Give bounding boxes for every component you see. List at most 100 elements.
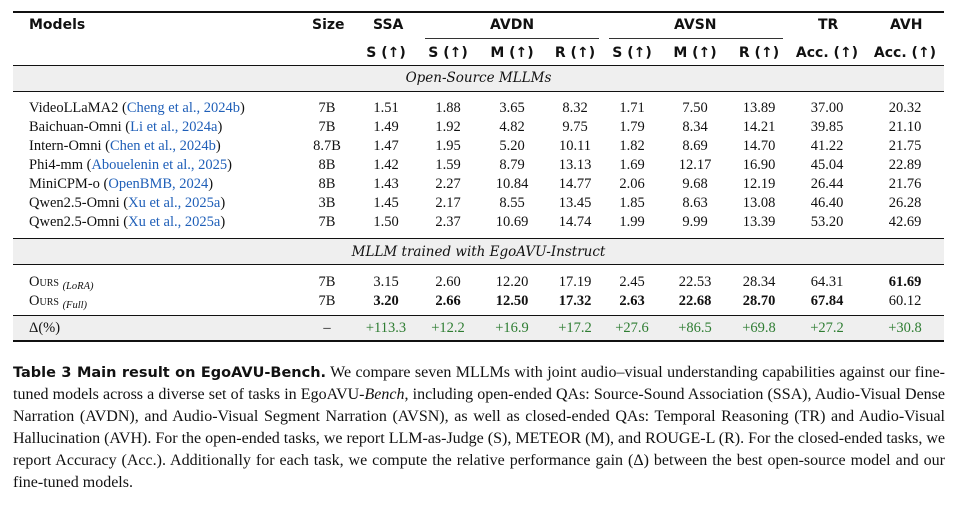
model-name-cell: VideoLLaMA2 (Cheng et al., 2024b)	[29, 100, 245, 116]
table-cell: 12.17	[678, 157, 712, 173]
delta-cell: +12.2	[431, 320, 465, 336]
delta-band	[13, 316, 944, 340]
model-name: MiniCPM-o	[29, 176, 100, 192]
table-cell: 26.28	[888, 195, 922, 211]
table-cell: 7.50	[682, 100, 708, 116]
table-cell: 2.63	[619, 293, 645, 309]
table-bottom-rule	[13, 340, 944, 342]
table-cell: 22.68	[678, 293, 712, 309]
model-size: 7B	[318, 214, 336, 230]
group-band-trained	[13, 239, 944, 264]
table-cell: 37.00	[810, 100, 844, 116]
model-name: VideoLLaMA2	[29, 100, 119, 116]
table-cell: 17.32	[558, 293, 592, 309]
table-cell: 1.85	[619, 195, 645, 211]
model-name: Qwen2.5-Omni	[29, 214, 120, 230]
caption-text-1: We compare seven MLLMs with joint audio–…	[13, 364, 945, 403]
delta-top-rule	[13, 315, 944, 316]
table-cell: 13.89	[742, 100, 776, 116]
table-cell: 21.75	[888, 138, 922, 154]
delta-cell: +17.2	[558, 320, 592, 336]
model-name: Qwen2.5-Omni	[29, 195, 120, 211]
table-cell: 2.60	[435, 274, 461, 290]
table-cell: 1.95	[435, 138, 461, 154]
table-cell: 1.99	[619, 214, 645, 230]
table-cell: 9.99	[682, 214, 708, 230]
delta-cell: +27.2	[810, 320, 844, 336]
table-cell: 1.47	[373, 138, 399, 154]
header-bottom-rule	[13, 65, 944, 66]
table-caption: Table 3 Main result on EgoAVU-Bench. We …	[13, 362, 945, 494]
citation-link[interactable]: Abouelenin et al., 2025	[91, 157, 228, 173]
model-name-cell: Baichuan-Omni (Li et al., 2024a)	[29, 119, 223, 135]
citation-link[interactable]: OpenBMB, 2024	[108, 176, 209, 192]
col-models-header: Models	[29, 17, 86, 33]
table-cell: 13.08	[742, 195, 776, 211]
table-cell: 46.40	[810, 195, 844, 211]
table-cell: 1.50	[373, 214, 399, 230]
table-cell: 8.34	[682, 119, 708, 135]
group-title-trained: MLLM trained with EgoAVU-Instruct	[351, 244, 606, 260]
citation-link[interactable]: Xu et al., 2025a	[128, 214, 221, 230]
table-cell: 2.45	[619, 274, 645, 290]
table-cell: 13.13	[558, 157, 592, 173]
delta-cell: +86.5	[678, 320, 712, 336]
table-cell: 9.75	[562, 119, 588, 135]
table-cell: 16.90	[742, 157, 776, 173]
table-cell: 1.71	[619, 100, 645, 116]
citation-link[interactable]: Xu et al., 2025a	[128, 195, 221, 211]
model-size: 8B	[318, 176, 336, 192]
model-size: 7B	[318, 293, 336, 309]
col-size-header: Size	[312, 17, 345, 33]
table-cell: 8.55	[499, 195, 525, 211]
caption-bench-italic: Bench	[364, 386, 405, 403]
table-cell: 4.82	[499, 119, 525, 135]
caption-label: Table 3 Main result on EgoAVU-Bench.	[13, 365, 327, 381]
table-cell: 17.19	[558, 274, 592, 290]
table-cell: 28.34	[742, 274, 776, 290]
delta-cell: +27.6	[615, 320, 649, 336]
model-size: 8.7B	[313, 138, 341, 154]
table-cell: 61.69	[888, 274, 922, 290]
table-cell: 10.84	[495, 176, 529, 192]
table-cell: 1.43	[373, 176, 399, 192]
table-cell: 1.79	[619, 119, 645, 135]
table-cell: 14.74	[558, 214, 592, 230]
table-cell: 13.39	[742, 214, 776, 230]
citation-link[interactable]: Chen et al., 2024b	[109, 138, 216, 154]
subcol-header-tr-acc: Acc. (↑)	[795, 45, 859, 61]
model-name-cell: Intern-Omni (Chen et al., 2024b)	[29, 138, 221, 154]
group-title-open-source: Open-Source MLLMs	[405, 70, 552, 86]
table-cell: 12.19	[742, 176, 776, 192]
col-ssa-header: SSA	[373, 17, 404, 33]
table-cell: 8.63	[682, 195, 708, 211]
citation-link[interactable]: Cheng et al., 2024b	[126, 100, 240, 116]
avsn-cmidrule	[609, 38, 783, 39]
table-cell: 3.15	[373, 274, 399, 290]
table-cell: 8.32	[562, 100, 588, 116]
model-name: Intern-Omni	[29, 138, 102, 154]
delta-label: Δ(%)	[29, 320, 61, 336]
subcol-header-avsn-m: M (↑)	[673, 45, 717, 61]
table-cell: 41.22	[810, 138, 844, 154]
table-cell: 1.59	[435, 157, 461, 173]
table-cell: 53.20	[810, 214, 844, 230]
table-cell: 2.37	[435, 214, 461, 230]
table-cell: 1.49	[373, 119, 399, 135]
table-top-rule	[13, 11, 944, 13]
table-cell: 14.77	[558, 176, 592, 192]
caption-text-2: , including open-ended QAs: Source-Sound…	[13, 386, 945, 491]
table-cell: 10.69	[495, 214, 529, 230]
citation-link[interactable]: Li et al., 2024a	[130, 119, 218, 135]
subcol-header-avsn-s: S (↑)	[612, 45, 652, 61]
delta-size: –	[323, 320, 331, 336]
ours-model-name: Ours	[29, 293, 59, 309]
table-cell: 42.69	[888, 214, 922, 230]
table-cell: 64.31	[810, 274, 844, 290]
table-cell: 3.20	[373, 293, 399, 309]
model-name: Baichuan-Omni	[29, 119, 122, 135]
table-cell: 22.53	[678, 274, 712, 290]
table-cell: 1.88	[435, 100, 461, 116]
table-cell: 1.51	[373, 100, 399, 116]
table-cell: 39.85	[810, 119, 844, 135]
